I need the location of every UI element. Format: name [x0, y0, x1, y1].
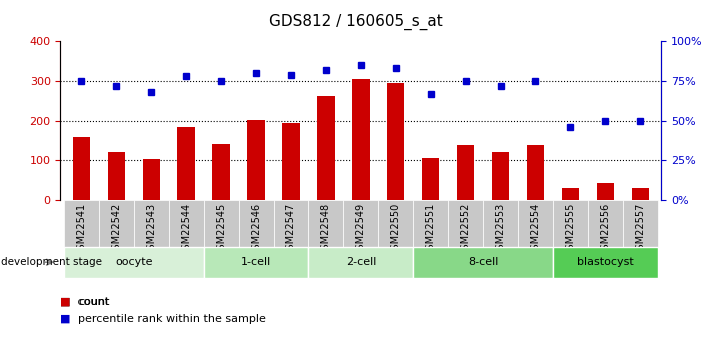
Bar [178, 128, 195, 200]
Text: ■: ■ [60, 314, 71, 324]
Bar [309, 247, 413, 278]
Bar [203, 200, 239, 247]
Bar [73, 137, 90, 200]
Text: GSM22554: GSM22554 [530, 203, 540, 256]
Bar [343, 200, 378, 247]
Bar [492, 152, 509, 200]
Text: GSM22544: GSM22544 [181, 203, 191, 256]
Bar [387, 83, 405, 200]
Text: GSM22545: GSM22545 [216, 203, 226, 256]
Text: percentile rank within the sample: percentile rank within the sample [78, 314, 266, 324]
Bar [274, 200, 309, 247]
Bar [309, 200, 343, 247]
Text: GSM22543: GSM22543 [146, 203, 156, 256]
Bar [142, 159, 160, 200]
Text: GSM22553: GSM22553 [496, 203, 506, 256]
Bar [413, 247, 553, 278]
Text: GSM22541: GSM22541 [76, 203, 87, 256]
Text: GSM22555: GSM22555 [565, 203, 575, 256]
Bar [352, 79, 370, 200]
Bar [631, 188, 649, 200]
Text: ■  count: ■ count [60, 297, 109, 307]
Bar [203, 247, 309, 278]
Bar [527, 145, 544, 200]
Bar [553, 247, 658, 278]
Bar [99, 200, 134, 247]
Text: GSM22551: GSM22551 [426, 203, 436, 256]
Bar [64, 200, 99, 247]
Text: oocyte: oocyte [115, 257, 153, 267]
Text: GSM22548: GSM22548 [321, 203, 331, 256]
Bar [169, 200, 203, 247]
Text: ■: ■ [60, 297, 71, 307]
Text: 8-cell: 8-cell [468, 257, 498, 267]
Text: GSM22549: GSM22549 [356, 203, 366, 256]
Text: development stage: development stage [1, 257, 102, 267]
Text: GSM22552: GSM22552 [461, 203, 471, 256]
Text: GDS812 / 160605_s_at: GDS812 / 160605_s_at [269, 14, 442, 30]
Text: GSM22542: GSM22542 [112, 203, 122, 256]
Bar [213, 144, 230, 200]
Bar [588, 200, 623, 247]
Bar [247, 120, 264, 200]
Text: GSM22546: GSM22546 [251, 203, 261, 256]
Bar [317, 96, 335, 200]
Bar [378, 200, 413, 247]
Text: count: count [78, 297, 109, 307]
Bar [518, 200, 553, 247]
Bar [134, 200, 169, 247]
Bar [239, 200, 274, 247]
Text: GSM22557: GSM22557 [635, 203, 646, 256]
Bar [553, 200, 588, 247]
Bar [562, 188, 579, 200]
Text: GSM22556: GSM22556 [600, 203, 610, 256]
Bar [457, 145, 474, 200]
Text: GSM22547: GSM22547 [286, 203, 296, 256]
Text: blastocyst: blastocyst [577, 257, 634, 267]
Bar [413, 200, 448, 247]
Bar [64, 247, 203, 278]
Bar [107, 152, 125, 200]
Bar [623, 200, 658, 247]
Text: 1-cell: 1-cell [241, 257, 271, 267]
Bar [422, 158, 439, 200]
Bar [597, 184, 614, 200]
Text: GSM22550: GSM22550 [391, 203, 401, 256]
Bar [483, 200, 518, 247]
Bar [282, 123, 300, 200]
Bar [448, 200, 483, 247]
Text: 2-cell: 2-cell [346, 257, 376, 267]
